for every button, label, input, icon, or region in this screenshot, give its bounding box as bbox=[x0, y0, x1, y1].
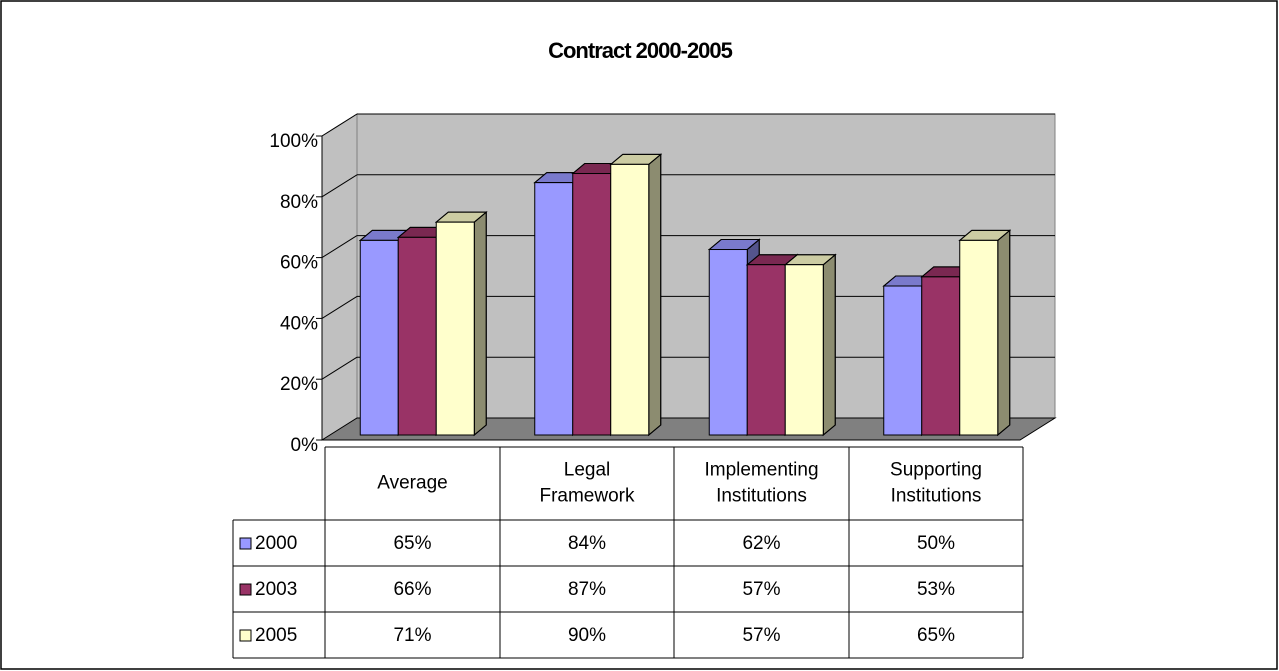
grid-line bbox=[321, 174, 358, 198]
table-value: 84% bbox=[568, 533, 606, 554]
table-value: 50% bbox=[917, 533, 955, 554]
bar-side-shade bbox=[473, 211, 487, 437]
grid-line bbox=[321, 356, 358, 380]
legend-swatch bbox=[239, 583, 252, 596]
bar bbox=[534, 182, 574, 436]
grid-line bbox=[321, 113, 358, 137]
legend-label: 2005 bbox=[255, 625, 297, 646]
table-value: 90% bbox=[568, 625, 606, 646]
grid-line bbox=[321, 235, 358, 259]
bar bbox=[784, 264, 824, 436]
legend-label: 2000 bbox=[255, 533, 297, 554]
table-value: 87% bbox=[568, 579, 606, 600]
bar bbox=[359, 239, 399, 436]
legend-swatch bbox=[239, 629, 252, 642]
bar bbox=[883, 285, 923, 436]
grid-line bbox=[321, 295, 358, 319]
x-category-label: Average bbox=[377, 473, 447, 494]
y-tick-label: 100% bbox=[269, 131, 318, 152]
bar-side-shade bbox=[648, 153, 662, 437]
legend-swatch bbox=[239, 537, 252, 550]
bar bbox=[397, 236, 437, 436]
table-value: 57% bbox=[742, 625, 780, 646]
x-category-label: Supporting Institutions bbox=[890, 460, 982, 507]
bar bbox=[708, 249, 748, 436]
bar-side-shade bbox=[822, 253, 836, 437]
y-tick-label: 60% bbox=[280, 253, 318, 274]
x-category-label: Implementing Institutions bbox=[704, 460, 818, 507]
y-tick-label: 20% bbox=[280, 374, 318, 395]
bar bbox=[746, 264, 786, 436]
bar-side-shade bbox=[997, 229, 1011, 437]
table-value: 71% bbox=[393, 625, 431, 646]
chart-title: Contract 2000-2005 bbox=[548, 38, 733, 63]
table-value: 65% bbox=[393, 533, 431, 554]
bar bbox=[921, 276, 961, 436]
bar bbox=[610, 163, 650, 436]
y-tick-label: 0% bbox=[291, 435, 319, 456]
table-value: 57% bbox=[742, 579, 780, 600]
table-value: 62% bbox=[742, 533, 780, 554]
side-wall bbox=[321, 113, 358, 441]
bar bbox=[435, 221, 475, 436]
x-category-label: Legal Framework bbox=[539, 460, 635, 507]
bar bbox=[959, 239, 999, 436]
bar bbox=[572, 173, 612, 436]
table-value: 65% bbox=[917, 625, 955, 646]
y-tick-label: 80% bbox=[280, 192, 318, 213]
y-tick-label: 40% bbox=[280, 313, 318, 334]
table-value: 66% bbox=[393, 579, 431, 600]
legend-label: 2003 bbox=[255, 579, 297, 600]
floor bbox=[320, 417, 1057, 441]
table-value: 53% bbox=[917, 579, 955, 600]
